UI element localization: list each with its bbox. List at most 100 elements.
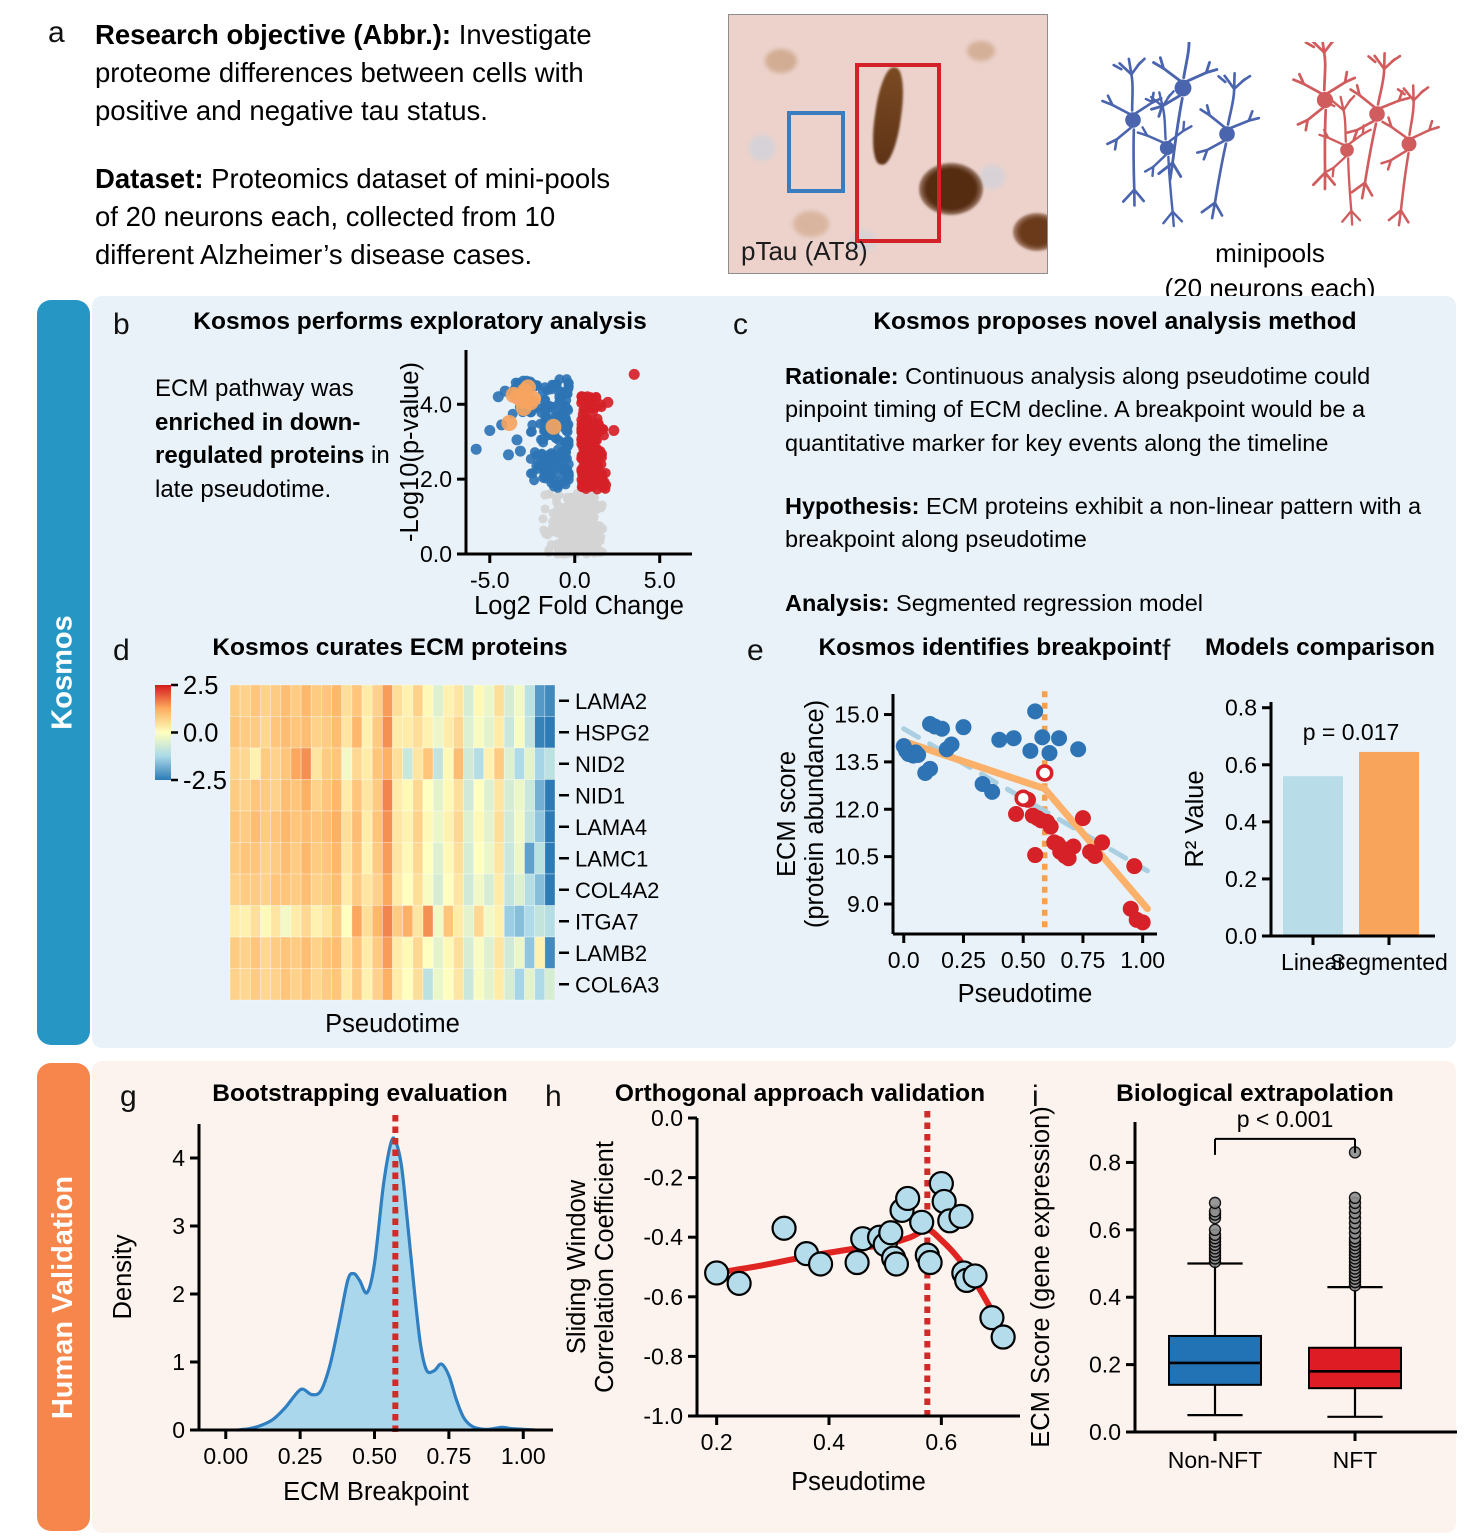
svg-text:0.0: 0.0 [1225,923,1257,949]
svg-text:0.0: 0.0 [183,720,218,748]
kosmos-section-label: Kosmos [47,615,80,730]
svg-text:-0.4: -0.4 [643,1224,683,1250]
panel-g-label: g [120,1080,137,1113]
histology-image: pTau (AT8) [728,14,1048,274]
svg-text:1.00: 1.00 [1120,947,1165,973]
panel-d-title: Kosmos curates ECM proteins [212,634,568,661]
panel-g-title: Bootstrapping evaluation [212,1080,508,1107]
rationale-body: Continuous analysis along pseudotime cou… [785,363,1371,456]
red-neuron [1338,48,1415,204]
svg-text:COL4A2: COL4A2 [575,878,659,903]
svg-text:-Log10(p-value): -Log10(p-value) [400,362,424,542]
panel-d-label: d [113,634,130,667]
svg-text:NID1: NID1 [575,783,625,808]
dataset-lead: Dataset: [95,162,204,194]
hypothesis-lead: Hypothesis: [785,493,920,520]
svg-text:Pseudotime: Pseudotime [325,1010,460,1038]
svg-text:-0.8: -0.8 [643,1343,683,1369]
svg-text:0.8: 0.8 [1089,1149,1121,1175]
panel-c-label: c [733,308,748,341]
svg-text:0.25: 0.25 [941,947,986,973]
svg-text:2: 2 [172,1281,185,1307]
panel-h-title: Orthogonal approach validation [614,1080,986,1107]
rationale-paragraph: Rationale: Continuous analysis along pse… [785,360,1445,460]
human-section-tab: Human Validation [37,1063,90,1531]
svg-text:ECM score: ECM score [775,751,801,877]
minipools-caption-line1: minipools [1215,238,1325,268]
panel-c-text: Rationale: Continuous analysis along pse… [785,360,1445,650]
minipools-illustration [1097,42,1443,231]
panel-i-label: i [1032,1080,1039,1113]
svg-text:Segmented: Segmented [1330,949,1448,975]
panel-e-label: e [747,634,764,667]
histology-stain-label: pTau (AT8) [741,236,868,266]
svg-text:LAMB2: LAMB2 [575,941,647,966]
panel-a-label: a [48,16,65,49]
svg-text:12.0: 12.0 [834,796,879,822]
tissue-blob [793,211,829,237]
hypothesis-body: ECM proteins exhibit a non-linear patter… [785,493,1422,553]
kosmos-section-tab: Kosmos [37,300,90,1045]
volcano-plot: -5.0 0.0 5.0 0.0 2.0 4.0-Log10(p-value) Log2 F… [400,350,692,620]
svg-text:p < 0.001: p < 0.001 [1237,1106,1334,1132]
panel-b-label: b [113,308,130,341]
bootstrap-density-plot: 0.00 0.25 0.50 0.75 1.00 0 1 2 3 4 Density ECM Brea… [109,1115,553,1506]
panel-b-sidetext: ECM pathway was enriched in down-regulat… [155,372,410,506]
svg-text:0.4: 0.4 [813,1429,845,1455]
breakpoint-scatter-plot: 0.0 0.25 0.50 0.75 1.00 9.0 10.5 12.0 13.5 15.0 EC… [775,691,1165,1008]
svg-text:3: 3 [172,1213,185,1239]
hypothesis-paragraph: Hypothesis: ECM proteins exhibit a non-l… [785,490,1445,557]
svg-text:0.8: 0.8 [1225,695,1257,721]
svg-text:2.0: 2.0 [420,466,452,492]
cell-body-blob [979,165,1005,189]
svg-text:0.50: 0.50 [1001,947,1046,973]
red-neuron [1289,42,1364,193]
svg-text:-0.6: -0.6 [643,1284,683,1310]
svg-text:0.50: 0.50 [352,1443,397,1469]
svg-text:0.2: 0.2 [1089,1352,1121,1378]
panel-b-sidetext-1: ECM pathway was [155,375,354,402]
panel-f-label: f [1162,634,1171,667]
dataset-body: Proteomics dataset of mini-pools of 20 n… [95,162,611,270]
blue-neuron [1097,55,1172,209]
svg-text:0.0: 0.0 [559,567,591,593]
svg-text:2.5: 2.5 [183,672,218,700]
panel-b-title: Kosmos performs exploratory analysis [193,308,647,335]
positive-cell-box [855,63,941,243]
svg-text:NFT: NFT [1333,1447,1378,1473]
cell-body-blob [749,135,775,161]
svg-text:0.0: 0.0 [888,947,920,973]
svg-text:(protein abundance): (protein abundance) [801,700,829,928]
ecm-heatmap: LAMA2 HSPG2 NID2 NID1 LAMA4 LAMC1 COL4A2 ITGA7 L… [155,672,659,1038]
analysis-lead: Analysis: [785,589,890,616]
svg-text:0: 0 [172,1417,185,1443]
svg-text:-2.5: -2.5 [183,767,227,795]
svg-text:0.0: 0.0 [651,1105,683,1131]
svg-text:0.6: 0.6 [1225,752,1257,778]
svg-text:15.0: 15.0 [834,702,879,728]
research-objective-lead: Research objective (Abbr.): [95,19,452,50]
svg-text:13.5: 13.5 [834,749,879,775]
svg-text:5.0: 5.0 [644,567,676,593]
svg-text:4.0: 4.0 [420,391,452,417]
svg-text:LAMA4: LAMA4 [575,815,647,840]
svg-text:ECM Breakpoint: ECM Breakpoint [283,1478,469,1506]
analysis-body: Segmented regression model [889,589,1204,616]
svg-text:Density: Density [109,1234,137,1319]
svg-text:10.5: 10.5 [834,844,879,870]
research-objective-paragraph: Research objective (Abbr.): Investigate … [95,16,640,130]
tissue-blob [765,49,797,73]
nft-boxplot: p < 0.001 0.0 0.2 0.4 0.6 0.8 Non-NFT NFT ECM Sc… [1027,1106,1457,1473]
svg-text:LAMC1: LAMC1 [575,846,648,871]
panel-a-text: Research objective (Abbr.): Investigate … [95,16,640,304]
svg-text:1: 1 [172,1349,185,1375]
svg-text:0.75: 0.75 [1061,947,1106,973]
svg-text:Correlation Coefficient: Correlation Coefficient [591,1141,619,1393]
dataset-paragraph: Dataset: Proteomics dataset of mini-pool… [95,160,640,274]
svg-text:0.4: 0.4 [1089,1284,1121,1310]
svg-text:0.25: 0.25 [278,1443,323,1469]
dark-neuron-blob [1013,213,1047,251]
panel-i-title: Biological extrapolation [1116,1080,1394,1107]
svg-text:NID2: NID2 [575,752,625,777]
